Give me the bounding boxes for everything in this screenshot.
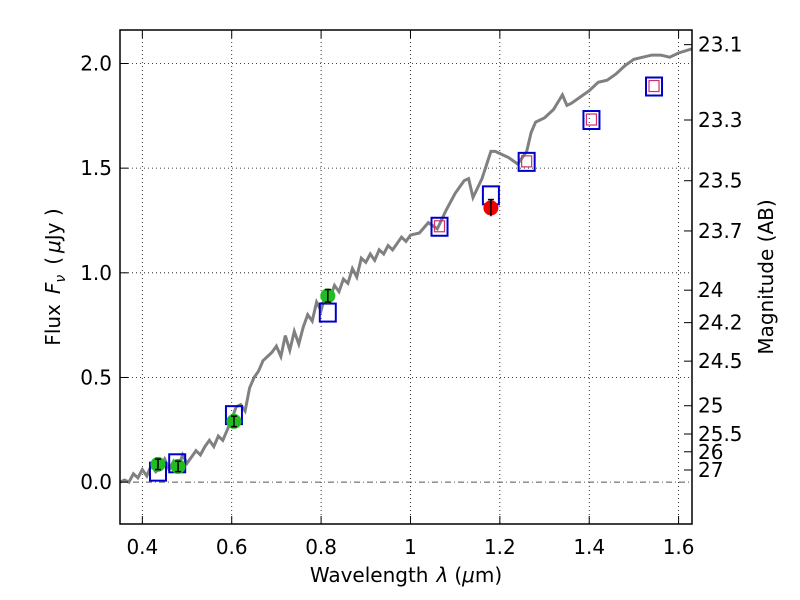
model-spectrum-line bbox=[120, 47, 692, 485]
nir-flux-square bbox=[433, 220, 446, 233]
y-tick-label: 0.0 bbox=[80, 470, 112, 494]
model-flux-square bbox=[645, 76, 664, 97]
mag-tick-label: 23.7 bbox=[698, 219, 743, 243]
x-tick-label: 1.6 bbox=[663, 535, 695, 559]
nir-flux-square bbox=[648, 79, 660, 93]
mag-tick-label: 27 bbox=[698, 458, 723, 482]
model-flux-square bbox=[430, 216, 449, 237]
mag-tick-label: 24.2 bbox=[698, 311, 743, 335]
mag-tick-label: 23.1 bbox=[698, 33, 743, 57]
x-tick-label: 1.2 bbox=[484, 535, 516, 559]
x-tick-label: 0.4 bbox=[126, 535, 158, 559]
y-tick-label: 2.0 bbox=[80, 51, 112, 75]
nir-flux-square bbox=[521, 155, 533, 168]
model-flux-square bbox=[582, 110, 601, 131]
plot-frame bbox=[119, 29, 693, 525]
ticks: 0.4 0.6 0.8 1 1.2 1.4 1.6 0.0 0.5 1.0 1.5 2.0 23.1 23… bbox=[80, 30, 743, 559]
model-flux-square bbox=[318, 302, 337, 323]
y-tick-label: 1.0 bbox=[80, 261, 112, 285]
x-tick-label: 1 bbox=[404, 535, 417, 559]
mag-tick-label: 24 bbox=[698, 278, 723, 302]
x-tick-label: 0.6 bbox=[216, 535, 248, 559]
mag-tick-label: 23.5 bbox=[698, 169, 743, 193]
y-tick-label: 1.5 bbox=[80, 156, 112, 180]
mag-tick-label: 25 bbox=[698, 394, 723, 418]
nir-flux-square bbox=[585, 113, 598, 126]
mag-tick-label: 25.5 bbox=[698, 422, 743, 446]
secondary-y-axis-label: Magnitude (AB) bbox=[754, 199, 778, 354]
grid bbox=[120, 30, 692, 524]
mag-tick-label: 24.5 bbox=[698, 349, 743, 373]
x-tick-label: 0.8 bbox=[305, 535, 337, 559]
y-tick-label: 0.5 bbox=[80, 365, 112, 389]
markers bbox=[148, 76, 664, 482]
plot-background bbox=[120, 30, 692, 524]
y-axis-label: FluxFν(μJy ) bbox=[41, 208, 69, 345]
mag-tick-label: 23.3 bbox=[698, 108, 743, 132]
x-tick-label: 1.4 bbox=[573, 535, 605, 559]
model-flux-square bbox=[517, 151, 536, 172]
x-axis-label: Wavelength λ (μm) bbox=[310, 563, 502, 587]
mag-tick-label: 26 bbox=[698, 440, 723, 464]
